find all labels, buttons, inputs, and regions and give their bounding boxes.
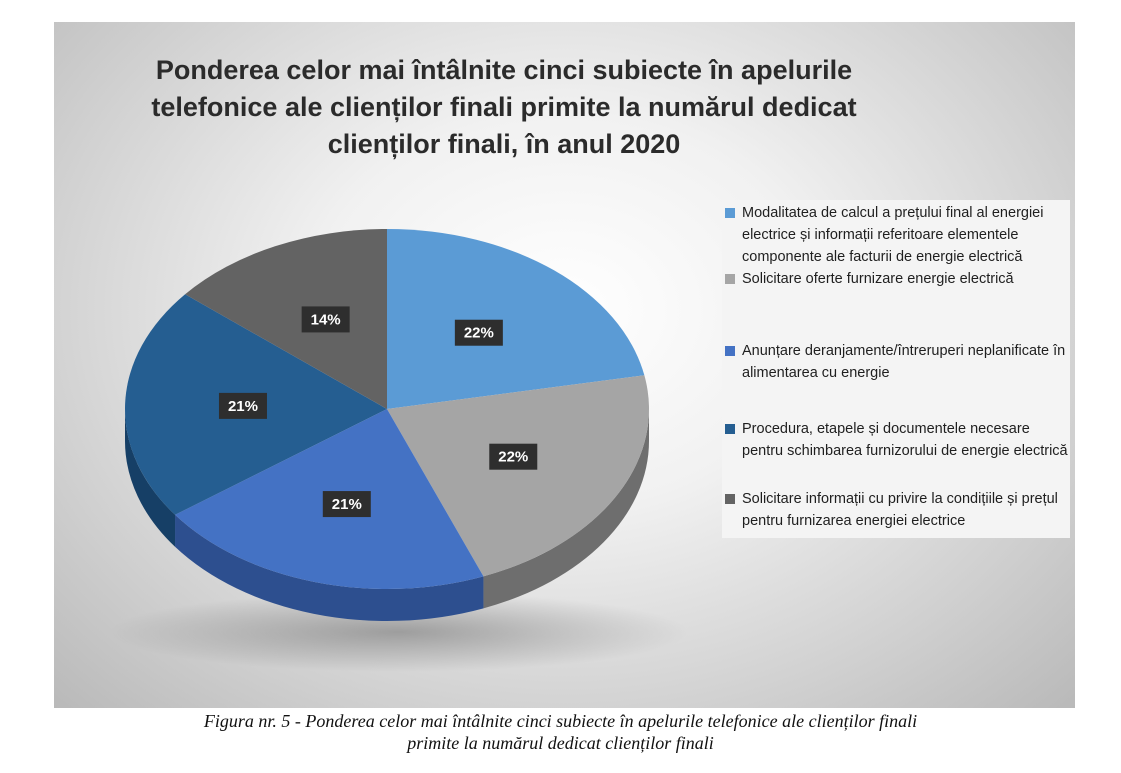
pie-side-2: [483, 409, 649, 609]
legend-item-2: Solicitare oferte furnizare energie elec…: [722, 268, 1070, 290]
legend-swatch-4: [725, 424, 735, 434]
data-label-box-4: [218, 392, 267, 419]
pie-chart: 22% 22% 21% 21% 14%: [109, 229, 689, 672]
pie-side-3: [175, 514, 484, 621]
legend-swatch-1: [725, 208, 735, 218]
data-label-1: 22%: [454, 319, 503, 346]
data-label-4: 21%: [218, 392, 267, 419]
legend-label-4: Procedura, etapele și documentele necesa…: [742, 421, 1068, 459]
figure-caption-line-1: Figura nr. 5 - Ponderea celor mai întâln…: [203, 711, 918, 731]
chart-title-line-2: telefonice ale clienților finali primite…: [151, 92, 857, 122]
data-label-5: 14%: [301, 306, 350, 333]
figure-caption-line-2: primite la numărul dedicat clienților fi…: [407, 733, 714, 753]
legend-label-1: Modalitatea de calcul a prețului final a…: [742, 205, 1044, 265]
chart-title-line-1: Ponderea celor mai întâlnite cinci subie…: [155, 55, 853, 85]
data-label-text-1: 22%: [464, 325, 494, 342]
data-label-box-3: [322, 491, 371, 518]
legend-item-5: Solicitare informații cu privire la cond…: [722, 488, 1070, 532]
data-label-3: 21%: [322, 491, 371, 518]
data-label-box-2: [489, 443, 538, 470]
chart-title-line-3: clienților finali, în anul 2020: [327, 129, 681, 159]
pie-slice-2: [387, 375, 649, 577]
pie-side-4: [125, 409, 176, 547]
legend-item-3: Anunțare deranjamente/întreruperi neplan…: [722, 340, 1070, 384]
chart-title: Ponderea celor mai întâlnite cinci subie…: [144, 52, 864, 163]
data-label-text-4: 21%: [228, 398, 258, 415]
data-label-text-2: 22%: [498, 449, 528, 466]
legend-swatch-5: [725, 494, 735, 504]
legend-item-1: Modalitatea de calcul a prețului final a…: [722, 202, 1070, 268]
data-label-box-1: [454, 319, 503, 346]
legend-swatch-2: [725, 274, 735, 284]
chart-area: Ponderea celor mai întâlnite cinci subie…: [54, 22, 1075, 708]
pie-sides: [125, 409, 649, 621]
pie-tops: [124, 229, 649, 589]
pie-slice-5: [185, 229, 387, 409]
legend-label-3: Anunțare deranjamente/întreruperi neplan…: [742, 343, 1066, 381]
pie-slice-1: [387, 229, 645, 409]
legend-swatch-3: [725, 346, 735, 356]
pie-shadow: [109, 592, 689, 672]
legend-label-2: Solicitare oferte furnizare energie elec…: [742, 271, 1014, 287]
legend: Modalitatea de calcul a prețului final a…: [722, 200, 1070, 538]
pie-labels: 22% 22% 21% 21% 14%: [218, 306, 538, 518]
data-label-2: 22%: [489, 443, 538, 470]
data-label-box-5: [301, 306, 350, 333]
legend-item-4: Procedura, etapele și documentele necesa…: [722, 418, 1070, 462]
data-label-text-5: 14%: [311, 311, 341, 328]
data-label-text-3: 21%: [332, 496, 362, 513]
legend-label-5: Solicitare informații cu privire la cond…: [742, 491, 1058, 529]
figure-caption: Figura nr. 5 - Ponderea celor mai întâln…: [60, 710, 1061, 754]
